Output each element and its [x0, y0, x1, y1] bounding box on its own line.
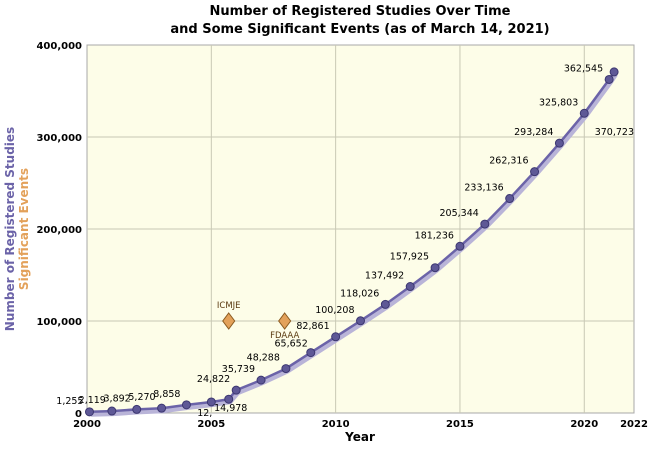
- x-tick-label: 2022: [620, 419, 648, 430]
- chart-title-line-2: and Some Significant Events (as of March…: [170, 22, 549, 37]
- data-point: [84, 407, 94, 417]
- data-point: [157, 403, 167, 413]
- data-point: [181, 400, 191, 410]
- data-point: [455, 241, 465, 251]
- chart-title-line-1: Number of Registered Studies Over Time: [210, 4, 511, 19]
- data-label: 362,545: [564, 63, 603, 74]
- data-label: 12,: [197, 408, 212, 419]
- data-point: [405, 282, 415, 292]
- x-tick-label: 2020: [570, 419, 598, 430]
- data-label: 137,492: [365, 271, 404, 282]
- event-marker: [278, 312, 292, 330]
- event-label: FDAAA: [270, 331, 299, 341]
- y-tick-label: 200,000: [36, 225, 82, 236]
- x-axis-ticks: 2000 2005 2010 2015 2020 2022: [73, 419, 648, 430]
- y-axis-title-primary: Number of Registered Studies: [3, 127, 17, 331]
- y-axis-title-secondary: Significant Events: [17, 168, 31, 290]
- y-tick-label: 100,000: [36, 317, 82, 328]
- data-point: [256, 375, 266, 385]
- data-point: [480, 219, 490, 229]
- data-label: 100,208: [315, 305, 354, 316]
- data-label: 293,284: [514, 127, 553, 138]
- data-label: 24,822: [197, 374, 230, 385]
- data-label: 157,925: [390, 252, 429, 263]
- data-label: 48,288: [247, 353, 280, 364]
- x-tick-label: 2005: [197, 419, 225, 430]
- data-point: [231, 385, 241, 395]
- data-point: [604, 74, 614, 84]
- data-label: 35,739: [222, 364, 255, 375]
- x-tick-label: 2000: [73, 419, 101, 430]
- x-tick-label: 2015: [446, 419, 474, 430]
- data-label: 2,119: [79, 395, 106, 406]
- y-tick-label: 0: [75, 409, 82, 420]
- data-point: [281, 364, 291, 374]
- data-label: 118,026: [340, 288, 379, 299]
- data-point: [609, 67, 619, 77]
- data-label: 325,803: [539, 97, 578, 108]
- data-label: 3,892: [104, 393, 131, 404]
- data-label: 370,723: [595, 127, 634, 138]
- data-point: [206, 397, 216, 407]
- y-axis-ticks: 0 100,000 200,000 300,000 400,000: [36, 41, 82, 420]
- data-point: [306, 348, 316, 358]
- data-label: 262,316: [489, 156, 528, 167]
- data-label: 82,861: [296, 321, 329, 332]
- data-label: 5,270: [128, 392, 155, 403]
- event-markers: ICMJE FDAAA: [217, 301, 300, 341]
- y-tick-label: 300,000: [36, 133, 82, 144]
- data-point: [505, 194, 515, 204]
- data-label: 65,652: [275, 339, 308, 350]
- data-label: 181,236: [415, 230, 454, 241]
- data-label: 8,858: [153, 389, 180, 400]
- data-label: 233,136: [464, 183, 503, 194]
- data-point: [530, 167, 540, 177]
- data-point: [224, 394, 234, 404]
- event-label: ICMJE: [217, 301, 241, 311]
- data-label: 14,978: [214, 403, 247, 414]
- x-axis-title: Year: [344, 430, 375, 444]
- data-point: [107, 406, 117, 416]
- data-point: [356, 316, 365, 326]
- data-points: [84, 67, 619, 417]
- data-point: [132, 404, 142, 414]
- data-point: [579, 108, 589, 118]
- data-point: [331, 332, 341, 342]
- x-tick-label: 2010: [322, 419, 350, 430]
- data-point: [554, 138, 564, 148]
- data-label: 205,344: [440, 208, 479, 219]
- data-point: [380, 299, 390, 309]
- data-point: [430, 263, 440, 273]
- data-label: 1,255: [56, 396, 83, 407]
- event-marker: [222, 312, 236, 330]
- y-tick-label: 400,000: [36, 41, 82, 52]
